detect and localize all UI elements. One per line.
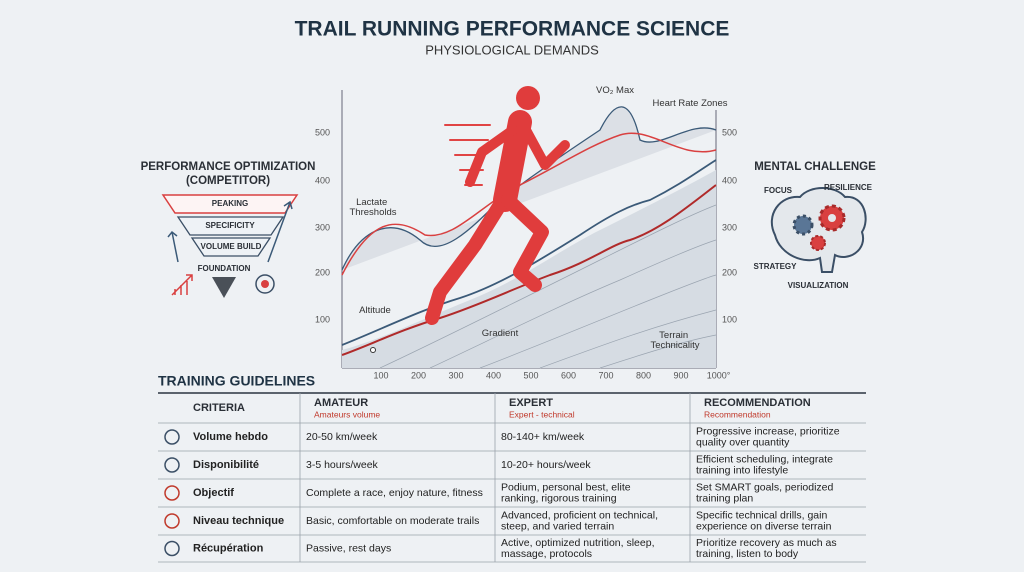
table-cell: Complete a race, enjoy nature, fitness xyxy=(306,487,483,499)
chart-annotation: Terrain Technicality xyxy=(650,330,699,351)
x-tick-label: 600 xyxy=(561,370,576,380)
table-cell: Advanced, proficient on technical, steep… xyxy=(501,509,661,532)
y2-tick-label: 200 xyxy=(722,267,737,277)
runner xyxy=(425,86,570,325)
pyramid-level xyxy=(161,194,299,214)
table-cell: Prioritize recovery as much as training,… xyxy=(696,537,840,560)
column-header: CRITERIA xyxy=(193,402,245,414)
y2-tick-label: 400 xyxy=(722,175,737,185)
x-tick-label: 500 xyxy=(523,370,538,380)
table-cell: 80-140+ km/week xyxy=(501,431,585,443)
column-subheader: Recommendation xyxy=(704,409,771,419)
row-header: Niveau technique xyxy=(193,515,284,527)
arrow xyxy=(167,230,179,263)
x-tick-label: 800 xyxy=(636,370,651,380)
x-tick-label: 200 xyxy=(411,370,426,380)
column-header: EXPERT xyxy=(509,397,553,409)
y-tick-label: 400 xyxy=(315,175,330,185)
column-header: RECOMMENDATION xyxy=(704,397,811,409)
title: TRAIL RUNNING PERFORMANCE SCIENCE xyxy=(295,18,730,41)
pyramid-label: VOLUME BUILD xyxy=(201,242,262,251)
arrow xyxy=(267,200,293,263)
y2-tick-label: 300 xyxy=(722,222,737,232)
y-tick-label: 300 xyxy=(315,222,330,232)
chart-annotation: Heart Rate Zones xyxy=(653,98,728,109)
chart-annotation: Gradient xyxy=(482,328,519,339)
column-subheader: Amateurs volume xyxy=(314,409,380,419)
x-tick-label: 1000° xyxy=(707,370,731,380)
y-tick-label: 200 xyxy=(315,267,330,277)
marker xyxy=(370,347,376,353)
y2-tick-label: 100 xyxy=(722,314,737,324)
pyramid-label: PEAKING xyxy=(212,199,248,208)
table-cell: Active, optimized nutrition, sleep, mass… xyxy=(501,537,657,560)
table-cell: Podium, personal best, elite ranking, ri… xyxy=(501,481,634,504)
altitude-line xyxy=(341,184,717,356)
table-cell: 3-5 hours/week xyxy=(306,459,379,471)
table-cell: Progressive increase, prioritize quality… xyxy=(696,425,842,448)
mental-item: FOCUS xyxy=(764,186,793,195)
y2-tick-label: 500 xyxy=(722,127,737,137)
y-tick-label: 500 xyxy=(315,127,330,137)
table-cell: 20-50 km/week xyxy=(306,431,378,443)
mental-item: RESILIENCE xyxy=(824,183,873,192)
table-cell: Passive, rest days xyxy=(306,542,391,554)
table-cell: Efficient scheduling, integrate training… xyxy=(696,453,836,476)
subtitle: PHYSIOLOGICAL DEMANDS xyxy=(425,42,599,57)
mental-item: VISUALIZATION xyxy=(788,281,849,290)
x-tick-label: 900 xyxy=(673,370,688,380)
contour-lines xyxy=(379,204,717,369)
y-tick-label: 100 xyxy=(315,314,330,324)
row-header: Volume hebdo xyxy=(193,431,268,443)
table-cell: Set SMART goals, periodized training pla… xyxy=(696,481,836,504)
x-tick-label: 300 xyxy=(448,370,463,380)
row-icon xyxy=(164,457,180,473)
chart-annotation: Lactate Thresholds xyxy=(350,197,397,218)
chart xyxy=(341,86,717,369)
pyramid-label: FOUNDATION xyxy=(198,264,251,273)
table-cell: Basic, comfortable on moderate trails xyxy=(306,515,479,527)
row-icon xyxy=(164,540,180,557)
row-icon xyxy=(164,485,180,501)
x-tick-label: 400 xyxy=(486,370,501,380)
table-cell: Specific technical drills, gain experien… xyxy=(696,509,832,532)
pyramid-title: PERFORMANCE OPTIMIZATION xyxy=(141,161,316,173)
table-cell: 10-20+ hours/week xyxy=(501,459,591,471)
growth-icon xyxy=(171,274,193,296)
chart-annotation: VO₂ Max xyxy=(596,85,634,96)
pyramid-label: SPECIFICITY xyxy=(205,221,255,230)
pyramid-level xyxy=(176,216,285,236)
target-icon xyxy=(255,274,275,294)
row-header: Disponibilité xyxy=(193,459,259,471)
column-header: AMATEUR xyxy=(314,397,368,409)
pyramid-level xyxy=(190,237,272,257)
x-tick-label: 100 xyxy=(373,370,388,380)
target-icon xyxy=(261,280,269,288)
mental-item: STRATEGY xyxy=(754,262,798,271)
table-title: TRAINING GUIDELINES xyxy=(158,373,315,389)
row-header: Objectif xyxy=(193,487,234,499)
chart-annotation: Altitude xyxy=(359,305,391,316)
gradient-line xyxy=(341,159,717,346)
mental-title: MENTAL CHALLENGE xyxy=(754,161,876,173)
row-icon xyxy=(164,429,180,445)
brain-icon xyxy=(770,187,867,273)
column-subheader: Expert - technical xyxy=(509,409,575,419)
x-tick-label: 700 xyxy=(598,370,613,380)
pyramid-title: (COMPETITOR) xyxy=(186,175,270,187)
pyramid-tip xyxy=(212,277,236,298)
row-header: Récupération xyxy=(193,542,264,554)
row-icon xyxy=(164,513,180,529)
